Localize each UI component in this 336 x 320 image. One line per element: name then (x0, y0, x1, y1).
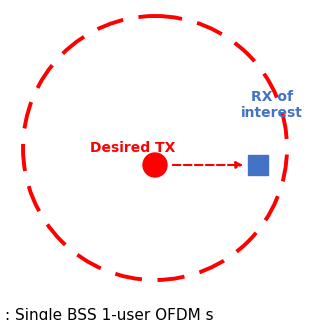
Text: RX of
interest: RX of interest (241, 90, 303, 120)
Text: Desired TX: Desired TX (90, 141, 175, 155)
Bar (248, 155, 268, 175)
Text: : Single BSS 1-user OFDM s: : Single BSS 1-user OFDM s (5, 308, 214, 320)
Circle shape (143, 153, 167, 177)
